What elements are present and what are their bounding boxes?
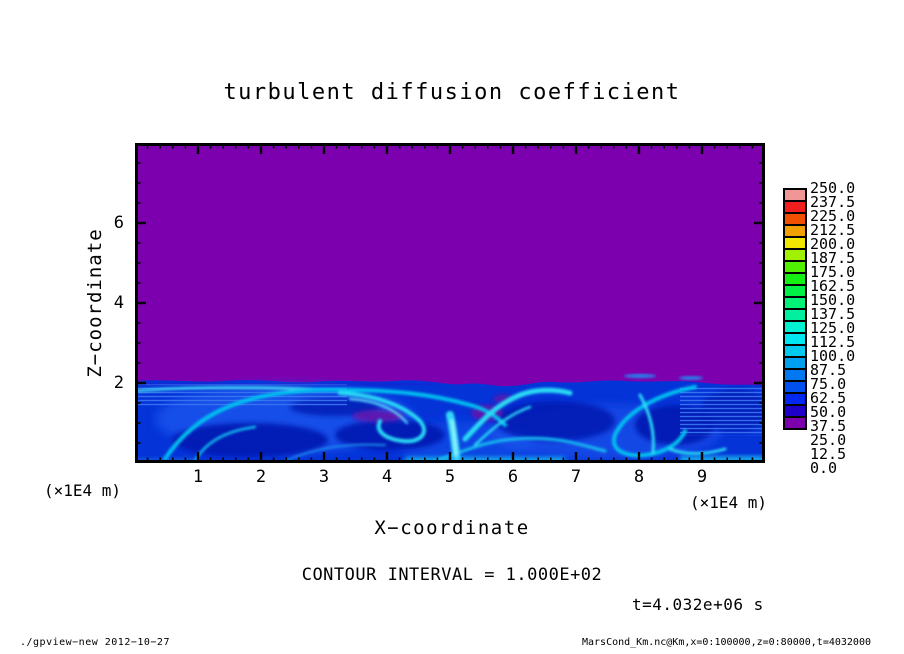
colorbar-tick-label: 187.5 — [810, 249, 856, 267]
colorbar — [783, 188, 807, 430]
colorbar-tick-label: 250.0 — [810, 179, 856, 197]
colorbar-tick-label: 112.5 — [810, 333, 856, 351]
turbulent-band — [135, 373, 765, 463]
colorbar-tick-label: 50.0 — [810, 403, 847, 421]
x-tick-label: 5 — [444, 467, 456, 487]
x-tick-label: 8 — [633, 467, 645, 487]
colorbar-tick-label: 200.0 — [810, 235, 856, 253]
x-tick-label: 2 — [255, 467, 267, 487]
colorbar-tick-label: 137.5 — [810, 305, 856, 323]
x-tick-label: 9 — [696, 467, 708, 487]
plot-frame — [135, 143, 765, 463]
colorbar-tick-label: 87.5 — [810, 361, 847, 379]
colorbar-tick-label: 100.0 — [810, 347, 856, 365]
colorbar-tick-label: 225.0 — [810, 207, 856, 225]
y-axis-unit: (×1E4 m) — [44, 481, 122, 500]
x-tick-label: 1 — [192, 467, 204, 487]
colorbar-labels: 250.0 237.5 225.0 212.5 200.0 187.5 175.0 162.5… — [810, 181, 900, 476]
contour-interval-text: CONTOUR INTERVAL = 1.000E+02 — [301, 565, 603, 585]
y-tick-label: 6 — [113, 213, 124, 233]
x-tick-labels: 1 2 3 4 5 6 7 8 9 — [135, 467, 765, 489]
colorbar-tick-label: 12.5 — [810, 445, 847, 463]
colorbar-tick-label: 150.0 — [810, 291, 856, 309]
x-tick-label: 4 — [381, 467, 393, 487]
y-tick-label: 4 — [113, 293, 124, 313]
x-tick-label: 3 — [318, 467, 330, 487]
footer-dataset-text: MarsCond_Km.nc@Km,x=0:100000,z=0:80000,t… — [582, 637, 871, 648]
page-title: turbulent diffusion coefficient — [223, 80, 681, 105]
x-axis-unit: (×1E4 m) — [690, 493, 768, 512]
time-stamp-text: t=4.032e+06 s — [632, 595, 764, 614]
y-tick-label: 2 — [113, 373, 124, 393]
x-tick-label: 6 — [507, 467, 519, 487]
heatmap-plot-area — [135, 143, 765, 463]
colorbar-tick-label: 237.5 — [810, 193, 856, 211]
colorbar-tick-label: 0.0 — [810, 459, 838, 477]
colorbar-tick-label: 125.0 — [810, 319, 856, 337]
colorbar-tick-label: 62.5 — [810, 389, 847, 407]
colorbar-tick-label: 162.5 — [810, 277, 856, 295]
footer-command-text: ./gpview−new 2012−10−27 — [20, 637, 170, 648]
colorbar-tick-label: 75.0 — [810, 375, 847, 393]
colorbar-tick-label: 212.5 — [810, 221, 856, 239]
colorbar-swatch — [783, 416, 807, 430]
colorbar-tick-label: 25.0 — [810, 431, 847, 449]
colorbar-tick-label: 37.5 — [810, 417, 847, 435]
x-tick-label: 7 — [570, 467, 582, 487]
y-tick-labels: 2 4 6 — [98, 143, 124, 463]
colorbar-tick-label: 175.0 — [810, 263, 856, 281]
x-axis-label: X−coordinate — [374, 517, 530, 539]
